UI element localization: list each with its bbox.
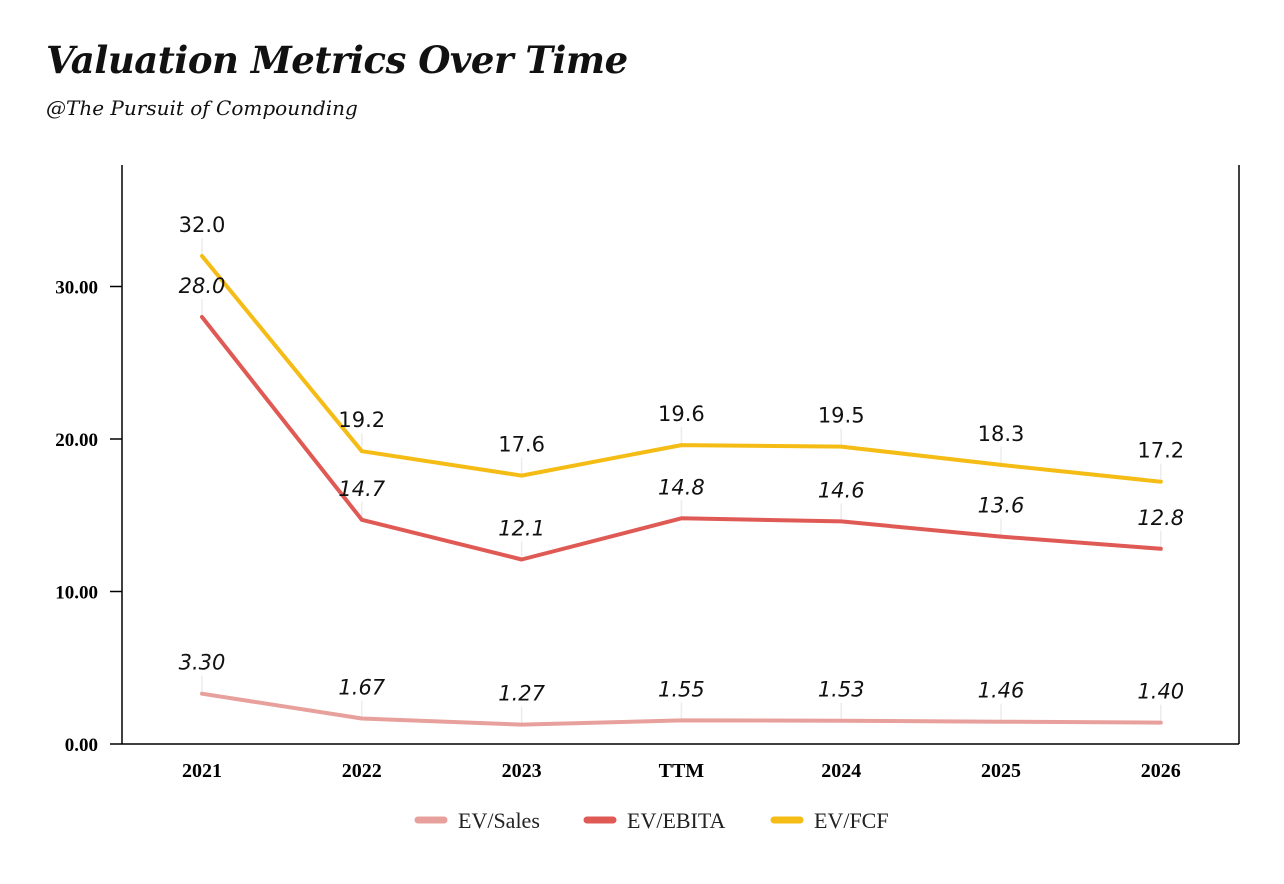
x-tick-label: 2021 [182, 760, 222, 782]
data-label: 14.7 [338, 477, 385, 501]
data-label: 1.53 [818, 678, 865, 702]
data-label: 1.40 [1137, 680, 1184, 704]
y-tick-label: 30.00 [55, 278, 98, 299]
data-label: 19.5 [818, 404, 865, 428]
chart-subtitle: @The Pursuit of Compounding [46, 96, 358, 120]
data-label: 1.27 [498, 682, 545, 706]
data-label: 12.8 [1137, 506, 1184, 530]
data-label: 14.6 [818, 478, 865, 502]
legend: EV/Sales EV/EBITA EV/FCF [414, 808, 889, 833]
x-tick-label: 2025 [981, 760, 1021, 782]
chart-title: Valuation Metrics Over Time [46, 38, 628, 82]
y-tick-label: 10.00 [55, 583, 98, 604]
x-tick-label: 2024 [821, 760, 861, 782]
x-tick-label: 2022 [342, 760, 382, 782]
data-label: 13.6 [978, 494, 1025, 518]
data-label: 1.46 [978, 679, 1025, 703]
x-tick-label: 2026 [1141, 760, 1181, 782]
data-label: 1.67 [338, 676, 385, 700]
y-tick-label: 0.00 [65, 735, 98, 756]
legend-label: EV/EBITA [627, 808, 726, 833]
data-label: 17.6 [498, 433, 545, 457]
data-labels: 3.30 1.67 1.27 1.55 1.53 1.46 1.40 28.0 14.7 12.1… [179, 213, 1185, 706]
y-tick-label: 20.00 [55, 430, 98, 451]
series-lines [200, 254, 1163, 727]
x-tick-label: 2023 [502, 760, 542, 782]
label-leaders [201, 238, 1162, 723]
data-label: 1.55 [658, 677, 705, 701]
data-label: 14.8 [658, 475, 705, 499]
data-label: 28.0 [179, 274, 226, 298]
series-line-ev-fcf [200, 254, 1163, 484]
axes: 0.00 10.00 20.00 30.00 2021 2022 2023 TTM 2024 20… [55, 165, 1240, 782]
x-tick-label: TTM [659, 760, 705, 782]
data-label: 19.2 [338, 408, 385, 432]
data-label: 19.6 [658, 402, 705, 426]
legend-label: EV/Sales [458, 808, 540, 833]
series-line-ev-sales [200, 691, 1163, 727]
data-label: 32.0 [179, 213, 226, 237]
data-label: 17.2 [1137, 439, 1184, 463]
data-label: 12.1 [498, 516, 545, 540]
legend-label: EV/FCF [814, 808, 889, 833]
data-label: 3.30 [179, 651, 226, 675]
series-line-ev-ebita [200, 315, 1163, 562]
data-label: 18.3 [978, 422, 1025, 446]
